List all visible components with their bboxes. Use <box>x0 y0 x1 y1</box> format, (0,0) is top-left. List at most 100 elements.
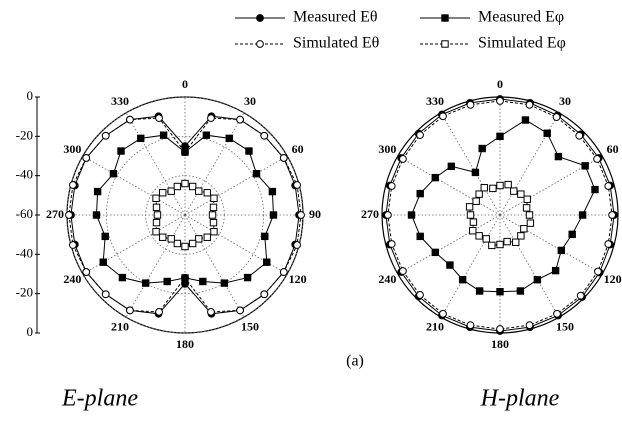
theta-tick-label: 60 <box>292 142 304 156</box>
legend-label: Simulated Eθ <box>293 35 379 52</box>
spoke <box>82 155 186 216</box>
theta-tick-label: 300 <box>63 142 81 156</box>
legend-marker <box>256 40 264 48</box>
marker <box>523 195 531 203</box>
theta-tick-label: 270 <box>361 207 379 221</box>
theta-tick-label: 60 <box>607 142 619 156</box>
marker <box>496 132 504 141</box>
theta-tick-label: 210 <box>111 319 129 333</box>
marker <box>202 131 211 139</box>
marker <box>236 115 244 124</box>
marker <box>543 129 551 137</box>
marker <box>269 211 278 219</box>
marker <box>478 144 486 153</box>
marker <box>203 189 211 197</box>
marker <box>439 309 447 318</box>
marker <box>471 168 480 177</box>
legend-label: Measured Eθ <box>293 9 378 26</box>
theta-tick-label: 30 <box>559 94 571 108</box>
marker <box>446 261 454 269</box>
marker <box>482 235 490 243</box>
marker <box>575 131 584 140</box>
theta-tick-label: 330 <box>426 94 444 108</box>
marker <box>554 152 563 161</box>
theta-tick-label: 120 <box>604 272 622 286</box>
marker <box>155 114 163 123</box>
marker <box>210 228 218 236</box>
theta-tick-label: 180 <box>176 337 194 351</box>
marker <box>447 162 456 171</box>
marker <box>551 266 560 275</box>
marker <box>118 273 127 282</box>
marker <box>188 182 197 191</box>
marker <box>489 184 497 193</box>
marker <box>557 246 566 255</box>
theta-tick-label: 30 <box>244 94 256 108</box>
marker <box>472 197 480 205</box>
marker <box>153 211 162 219</box>
marker <box>69 241 77 249</box>
marker <box>117 147 125 155</box>
marker <box>466 321 475 330</box>
theta-tick-label: 0 <box>182 77 188 91</box>
legend-marker <box>441 40 449 48</box>
spoke <box>125 214 186 318</box>
marker <box>181 148 189 156</box>
marker <box>504 180 512 189</box>
marker <box>466 100 475 109</box>
marker <box>152 218 161 227</box>
marker <box>431 173 439 182</box>
marker <box>167 187 175 195</box>
marker <box>496 325 504 333</box>
marker <box>475 190 483 198</box>
marker <box>152 228 160 236</box>
marker <box>268 187 277 196</box>
marker <box>496 97 504 105</box>
spoke <box>397 155 501 216</box>
spoke <box>184 112 245 216</box>
marker <box>220 279 229 287</box>
marker <box>181 179 189 188</box>
marker <box>604 182 613 190</box>
marker <box>181 242 189 251</box>
r-tick-label: 0 <box>27 88 34 103</box>
marker <box>199 277 207 286</box>
marker <box>416 291 424 299</box>
marker <box>465 203 474 211</box>
marker <box>207 114 215 123</box>
theta-tick-label: 0 <box>497 77 503 91</box>
marker <box>195 187 203 195</box>
marker <box>209 203 218 212</box>
marker <box>65 211 73 219</box>
grid-circle <box>105 135 265 295</box>
marker <box>525 100 534 109</box>
r-tick-label: -20 <box>16 127 33 142</box>
theta-tick-label: 300 <box>378 142 396 156</box>
spoke <box>184 155 288 216</box>
marker <box>568 230 576 239</box>
marker <box>399 267 407 275</box>
marker <box>297 211 305 219</box>
marker <box>593 155 601 163</box>
marker <box>93 187 102 196</box>
marker <box>578 211 587 219</box>
marker <box>526 219 535 227</box>
figure-label: (a) <box>346 353 364 370</box>
marker <box>181 274 189 282</box>
marker <box>109 170 118 178</box>
theta-tick-label: 330 <box>111 94 129 108</box>
marker <box>533 276 542 284</box>
marker <box>475 287 484 295</box>
marker <box>279 154 288 162</box>
marker <box>261 232 269 241</box>
spoke <box>184 214 288 275</box>
spoke <box>499 214 603 275</box>
marker <box>188 239 197 248</box>
marker <box>167 235 175 243</box>
marker <box>245 147 253 155</box>
marker <box>520 225 528 233</box>
marker <box>525 321 534 330</box>
spoke <box>397 214 501 275</box>
marker <box>101 290 110 299</box>
marker <box>496 181 504 190</box>
